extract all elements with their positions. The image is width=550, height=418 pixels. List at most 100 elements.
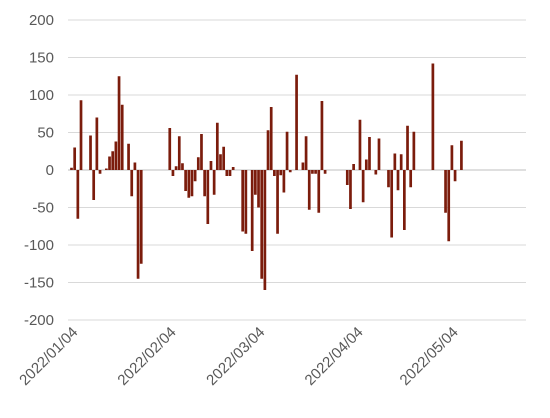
bar [295, 74, 298, 170]
bar [187, 170, 191, 198]
bar [396, 170, 400, 191]
bar [174, 166, 178, 170]
bar [244, 170, 248, 234]
bar [117, 76, 121, 170]
bar [139, 170, 143, 264]
bar [98, 170, 102, 174]
bar [114, 141, 118, 170]
y-tick-label: 200 [29, 12, 54, 29]
bar [349, 170, 352, 209]
bar [231, 167, 235, 170]
bar [168, 128, 172, 170]
bar [92, 170, 96, 200]
bar [200, 134, 203, 170]
bar [409, 170, 413, 188]
bar [412, 131, 416, 170]
bar [276, 170, 279, 234]
bar [279, 170, 283, 176]
bar [79, 100, 83, 170]
bar [301, 162, 305, 170]
bar [453, 170, 457, 182]
bar [95, 117, 99, 170]
bar [203, 170, 206, 197]
bar [288, 170, 292, 173]
bar [209, 161, 213, 170]
y-tick-label: -50 [32, 200, 54, 217]
bar [403, 170, 406, 230]
x-tick-label: 2022/03/04 [203, 324, 268, 389]
y-tick-label: 0 [46, 162, 54, 179]
bar [196, 157, 200, 170]
bar [282, 170, 286, 193]
bar [219, 154, 222, 170]
bar [304, 136, 308, 170]
bar [260, 170, 264, 279]
bar [285, 131, 289, 170]
y-axis-tick-labels: 200 150 100 50 0 -50 -100 -150 -200 [24, 12, 54, 329]
bar [269, 107, 273, 170]
bar [377, 138, 381, 170]
bar [311, 170, 314, 174]
bar [193, 170, 197, 182]
bar [105, 168, 108, 170]
y-tick-label: 150 [29, 50, 54, 67]
bar [352, 164, 355, 170]
bar [254, 170, 257, 195]
bar [257, 170, 260, 208]
bar [222, 146, 226, 170]
bar [320, 101, 324, 170]
bar [130, 170, 134, 197]
bar [447, 170, 451, 242]
bar [460, 140, 463, 170]
bar [181, 163, 184, 170]
bar [266, 130, 270, 170]
x-tick-label: 2022/01/04 [16, 324, 81, 389]
bar [127, 143, 130, 170]
bar [323, 170, 327, 174]
bar [450, 145, 454, 170]
bar [364, 159, 368, 170]
bar [374, 170, 378, 175]
bar [406, 125, 409, 170]
bar [387, 170, 390, 188]
bar [393, 153, 397, 170]
bar [263, 170, 267, 290]
y-tick-label: -200 [24, 312, 54, 329]
bars [70, 63, 463, 290]
x-tick-label: 2022/04/04 [302, 324, 367, 389]
bar [314, 170, 317, 174]
x-tick-label: 2022/02/04 [114, 324, 179, 389]
bar [228, 170, 232, 176]
bar [133, 162, 137, 170]
bar [399, 154, 403, 170]
bar [241, 170, 245, 232]
bar [120, 104, 124, 170]
bar [307, 170, 311, 210]
bar [361, 170, 365, 203]
bar [225, 170, 229, 176]
bar [108, 156, 111, 170]
y-tick-label: 100 [29, 87, 54, 104]
bar [171, 170, 175, 176]
bar [317, 170, 321, 213]
bar [250, 170, 254, 251]
x-tick-label: 2022/05/04 [397, 324, 462, 389]
bar [73, 147, 77, 170]
bar [390, 170, 394, 238]
y-tick-label: -100 [24, 237, 54, 254]
bar [273, 170, 276, 176]
bar [431, 63, 435, 170]
bar [190, 170, 194, 197]
x-axis-tick-labels: 2022/01/04 2022/02/04 2022/03/04 2022/04/04… [16, 324, 462, 389]
bar [444, 170, 447, 213]
bar [76, 170, 80, 219]
bar [345, 170, 349, 185]
bar [136, 170, 140, 279]
bar [215, 122, 219, 170]
bar [368, 137, 371, 170]
bar [111, 151, 115, 170]
bar [212, 170, 216, 195]
bar [89, 135, 92, 170]
y-tick-label: 50 [37, 125, 54, 142]
